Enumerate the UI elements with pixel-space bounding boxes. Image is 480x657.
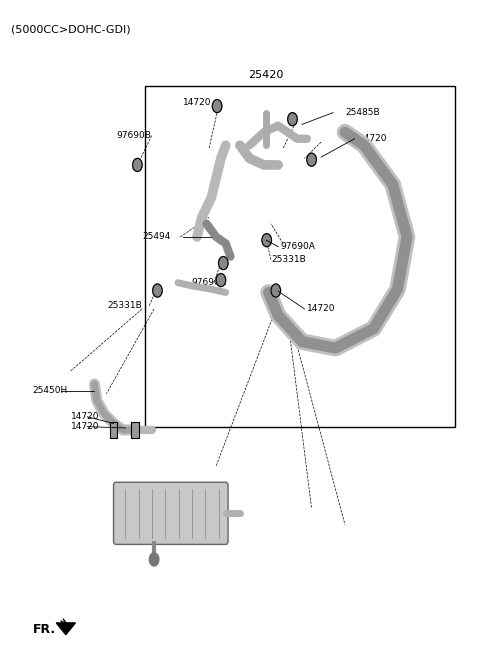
Text: 14720: 14720 (307, 304, 336, 313)
Text: 97690A: 97690A (192, 278, 227, 287)
Polygon shape (56, 623, 75, 635)
Text: 14720: 14720 (71, 413, 99, 421)
Circle shape (149, 553, 159, 566)
Text: 25331B: 25331B (271, 256, 306, 264)
Text: 25420: 25420 (249, 70, 284, 80)
Circle shape (153, 284, 162, 297)
Circle shape (132, 158, 142, 171)
Bar (131, 422, 139, 438)
Bar (144, 87, 455, 426)
Text: 14720: 14720 (71, 422, 99, 431)
Text: 14720: 14720 (360, 134, 388, 143)
FancyBboxPatch shape (114, 482, 228, 545)
Text: FR.: FR. (33, 623, 56, 636)
Bar (110, 422, 117, 438)
Circle shape (212, 99, 222, 112)
Circle shape (288, 112, 297, 125)
Circle shape (271, 284, 281, 297)
Circle shape (307, 153, 316, 166)
Text: 14720: 14720 (183, 99, 211, 107)
Text: 97690B: 97690B (117, 131, 152, 140)
Text: 25331B: 25331B (108, 301, 142, 310)
Text: (5000CC>DOHC-GDI): (5000CC>DOHC-GDI) (11, 24, 131, 34)
Text: 25485B: 25485B (345, 108, 380, 117)
Text: 25450H: 25450H (33, 386, 68, 395)
Circle shape (216, 273, 226, 286)
Text: 25494: 25494 (143, 233, 171, 241)
Circle shape (262, 234, 272, 247)
Text: 25620D: 25620D (153, 537, 189, 545)
Circle shape (218, 256, 228, 269)
Text: 97690A: 97690A (281, 242, 315, 251)
